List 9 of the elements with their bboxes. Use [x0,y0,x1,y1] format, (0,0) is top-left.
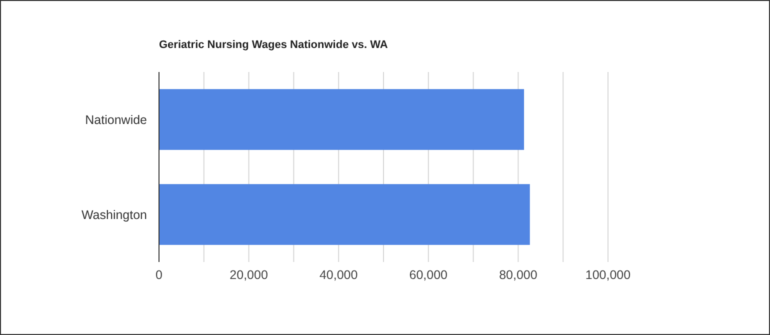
x-tick-label: 100,000 [585,268,631,282]
x-tick-label: 20,000 [230,268,268,282]
y-tick-label: Nationwide [85,113,148,127]
x-tick-label: 80,000 [499,268,538,282]
x-tick-label: 0 [156,268,163,282]
y-tick-label: Washington [81,208,148,222]
x-tick-label: 40,000 [319,268,358,282]
x-tick-label: 60,000 [409,268,448,282]
chart-title: Geriatric Nursing Wages Nationwide vs. WA [159,39,388,51]
